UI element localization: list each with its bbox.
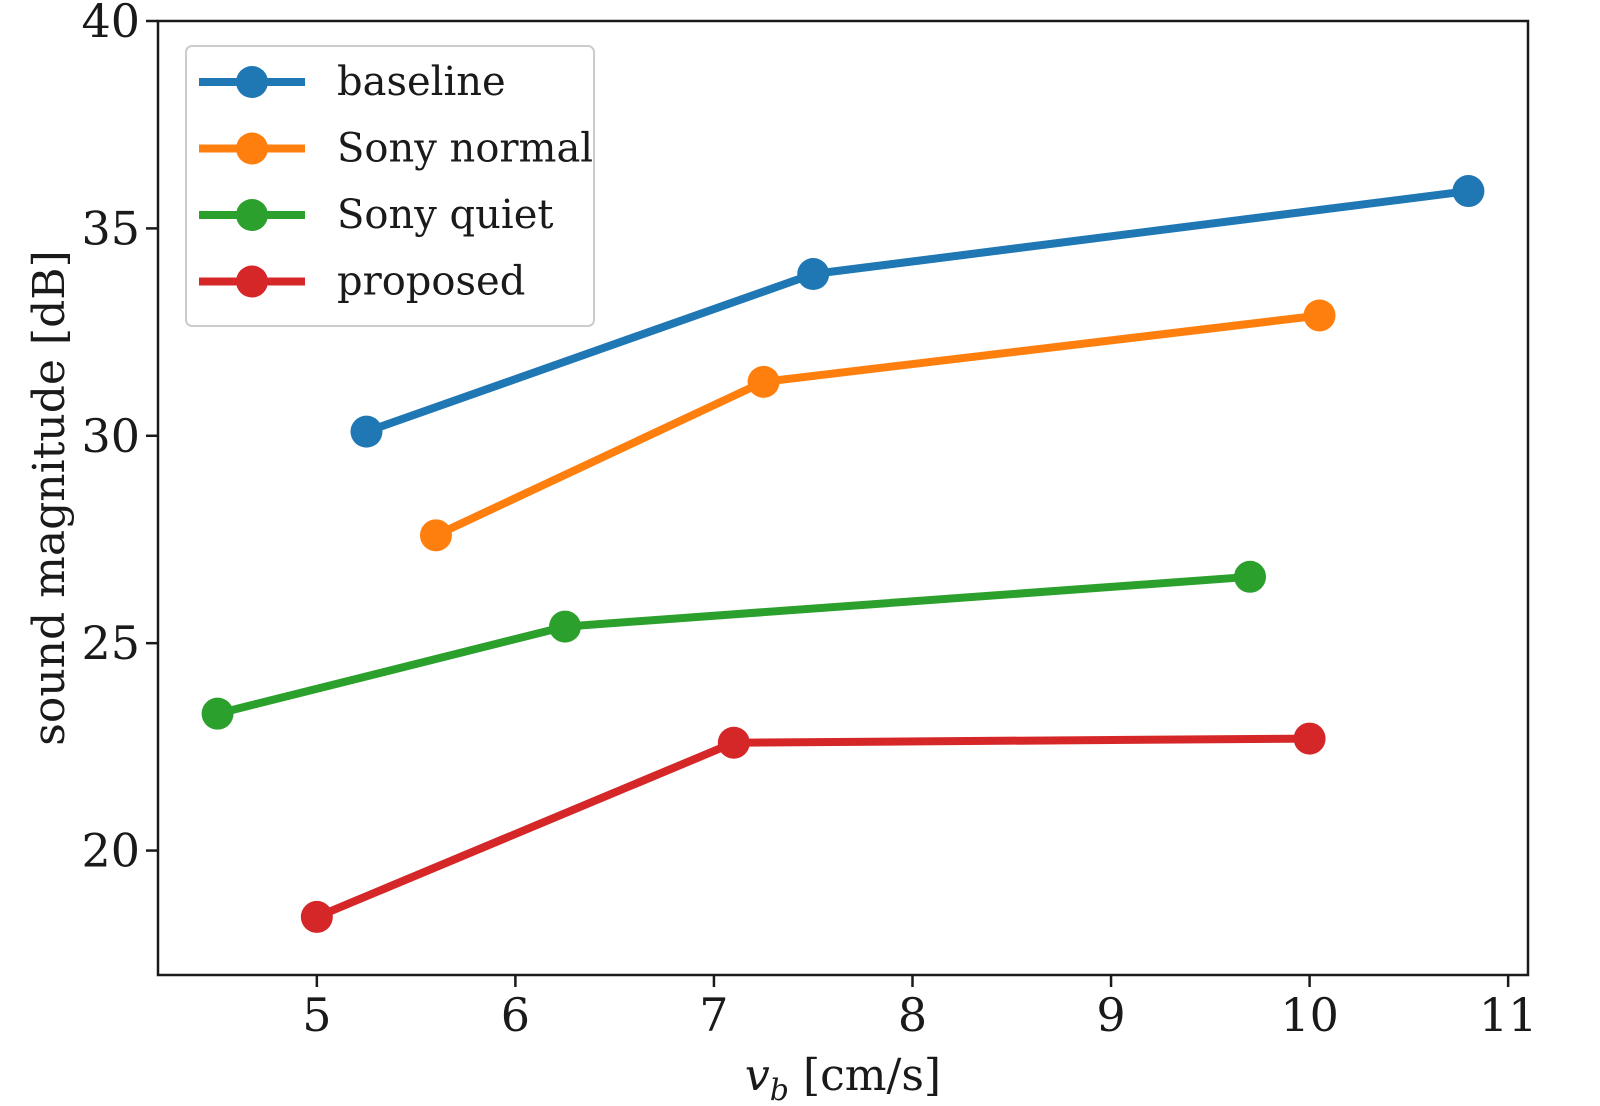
axes-layer: 5 6 7 8 9 10 11 20 25 30 35 40: [81, 0, 1537, 1042]
legend-swatch-marker: [236, 199, 268, 231]
series-line-sony-quiet: [216, 572, 1251, 718]
x-tick-label: 6: [501, 988, 530, 1042]
series-sony-normal: [419, 299, 1336, 552]
legend-label: proposed: [337, 259, 525, 305]
x-axis-label-variable: v: [745, 1050, 770, 1101]
x-tick-label: 9: [1096, 988, 1125, 1042]
legend-box: [185, 45, 595, 327]
data-point-sony-quiet: [1234, 560, 1267, 593]
data-point-sony-quiet: [549, 610, 582, 643]
plot-frame: [156, 19, 1530, 977]
x-axis-label-unit: [cm/s]: [789, 1050, 941, 1101]
x-tick-label: 7: [699, 988, 728, 1042]
series-line-sony-normal: [434, 311, 1320, 539]
legend-swatch-marker: [236, 66, 268, 98]
y-tick-label: 30: [81, 409, 140, 463]
legend-swatch-marker: [236, 132, 268, 165]
y-axis-label: sound magnitude [dB]: [24, 250, 75, 745]
series-line-proposed: [315, 734, 1310, 921]
data-point-proposed: [717, 726, 750, 759]
legend-swatch-marker: [236, 265, 268, 298]
x-tick-label: 5: [302, 988, 331, 1042]
data-point-sony-normal: [419, 519, 452, 552]
x-axis-label: vb [cm/s]: [745, 1050, 941, 1101]
x-tick-label: 10: [1280, 988, 1339, 1042]
data-point-proposed: [1293, 722, 1326, 755]
legend: baseline Sony normal Sony quiet proposed: [185, 45, 595, 327]
series-layer: [201, 175, 1485, 933]
legend-label: baseline: [337, 59, 506, 105]
x-tick-label: 8: [898, 988, 927, 1042]
y-tick-label: 20: [81, 824, 140, 878]
data-point-sony-quiet: [201, 697, 234, 730]
data-point-baseline: [350, 415, 383, 448]
series-sony-quiet: [201, 560, 1267, 730]
x-axis-label-subscript: b: [770, 1073, 789, 1101]
legend-entry-sony-quiet: Sony quiet: [199, 192, 553, 238]
legend-label: Sony normal: [337, 126, 593, 172]
y-tick-label: 25: [81, 616, 140, 670]
x-tick-label: 11: [1479, 988, 1538, 1042]
y-tick-label: 40: [81, 0, 140, 48]
data-point-sony-normal: [747, 365, 780, 398]
legend-entry-baseline: baseline: [199, 59, 506, 105]
y-tick-label: 35: [81, 201, 140, 255]
legend-entry-sony-normal: Sony normal: [199, 126, 593, 172]
legend-label: Sony quiet: [337, 192, 553, 238]
data-point-baseline: [797, 258, 830, 291]
series-proposed: [300, 722, 1326, 933]
data-point-sony-normal: [1303, 299, 1336, 332]
series-baseline: [350, 175, 1485, 448]
legend-entry-proposed: proposed: [199, 259, 525, 305]
data-point-proposed: [300, 900, 333, 933]
data-point-baseline: [1452, 175, 1485, 208]
